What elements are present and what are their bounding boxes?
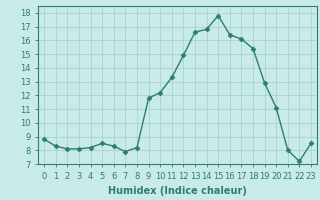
X-axis label: Humidex (Indice chaleur): Humidex (Indice chaleur): [108, 186, 247, 196]
